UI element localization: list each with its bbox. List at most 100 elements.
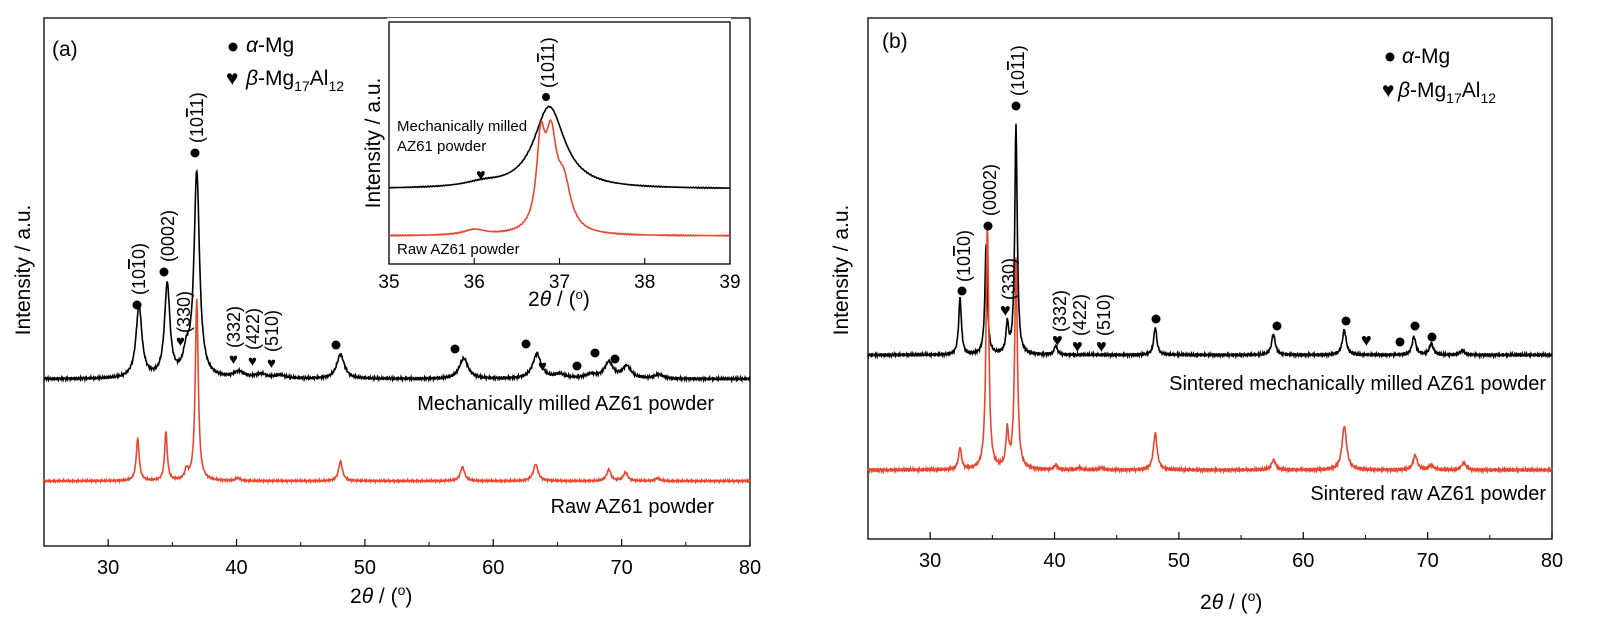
x-tick-label: 70 — [1417, 550, 1439, 572]
panel-b-x-axis: 30 40 50 60 70 80 — [867, 532, 1563, 572]
beta-marker: ♥ — [476, 167, 486, 184]
inset-x-tick-label: 39 — [719, 272, 740, 293]
inset-x-tick-label: 37 — [549, 272, 570, 293]
x-tick-label: 50 — [354, 557, 376, 579]
alpha-mg-marker — [572, 361, 582, 371]
x-tick-label: 30 — [97, 557, 119, 579]
alpha-mg-marker — [1395, 337, 1405, 347]
alpha-mg-marker — [450, 344, 460, 354]
beta-marker: ♥ — [1096, 336, 1107, 356]
panel-a-series — [43, 168, 751, 485]
panel-b-y-axis-title: Intensity / a.u. — [830, 205, 853, 336]
alpha-mg-marker — [957, 286, 967, 296]
inset-x-axis-title: 2θ / (o) — [528, 287, 590, 311]
series-line — [43, 168, 751, 384]
x-tick-label: 80 — [1541, 550, 1563, 572]
peak-label-10-11: (1011) — [1008, 45, 1028, 96]
alpha-mg-marker — [1151, 314, 1161, 324]
inset-label-raw: Raw AZ61 powder — [397, 241, 520, 258]
beta-marker: ♥ — [226, 67, 238, 90]
inset-series — [388, 105, 731, 238]
peak-label-10-11: (1011) — [187, 92, 207, 143]
panel-a-series-label-raw: Raw AZ61 powder — [551, 496, 715, 518]
peak-label-422: (422) — [1070, 294, 1090, 336]
inset-y-axis-title: Intensity / a.u. — [362, 78, 385, 209]
series-line — [867, 123, 1553, 360]
legend-beta-phase: β-Mg17Al12 — [245, 67, 344, 94]
x-tick-label: 30 — [919, 550, 941, 572]
x-tick-label: 40 — [1043, 550, 1065, 572]
x-tick-label: 50 — [1168, 550, 1190, 572]
beta-marker: ♥ — [1382, 79, 1394, 102]
x-tick-label: 80 — [739, 557, 761, 579]
alpha-mg-marker — [1272, 321, 1282, 331]
alpha-mg-marker — [228, 42, 238, 52]
inset-label-milled-line1: Mechanically milled — [397, 118, 527, 135]
inset-x-tick-label: 35 — [378, 272, 399, 293]
beta-marker: ♥ — [248, 353, 257, 370]
beta-marker: ♥ — [1052, 330, 1063, 350]
legend-alpha-mg: α-Mg — [1402, 45, 1450, 68]
alpha-mg-marker — [1341, 316, 1351, 326]
peak-label-332: (332) — [1050, 290, 1070, 332]
alpha-mg-marker — [542, 93, 550, 101]
panel-a-annotations: ♥ (1010) (0002) (330) (1011) ♥ ♥ ♥ (332)… — [129, 92, 620, 375]
peak-label-10-10: (1010) — [954, 230, 974, 282]
inset-x-axis: 35 36 37 38 39 — [378, 258, 741, 293]
panel-a-x-axis-title: 2θ / (o) — [350, 582, 412, 608]
panel-b-plot-frame — [867, 17, 1553, 540]
peak-label-422: (422) — [243, 308, 263, 350]
alpha-mg-marker — [1385, 52, 1395, 62]
alpha-mg-marker — [1410, 321, 1420, 331]
x-tick-label: 70 — [611, 557, 633, 579]
panel-a: (a) α-Mg ♥ β-Mg17Al12 30 40 50 60 70 80 2θ / … — [12, 17, 761, 608]
alpha-mg-marker — [331, 340, 341, 350]
peak-label-10-10: (1010) — [129, 243, 149, 295]
peak-label-0002: (0002) — [980, 164, 1000, 216]
panel-a-legend: α-Mg ♥ β-Mg17Al12 — [226, 34, 344, 94]
x-tick-label: 60 — [1292, 550, 1314, 572]
beta-marker: ♥ — [1361, 330, 1372, 350]
panel-a-inset: 35 36 37 38 39 2θ / (o) Intensity / a.u. (10… — [362, 18, 741, 311]
panel-b-x-axis-title: 2θ / (o) — [1200, 588, 1262, 614]
beta-marker: ♥ — [267, 355, 276, 372]
alpha-mg-marker — [610, 354, 620, 364]
beta-marker: ♥ — [176, 333, 185, 350]
legend-beta-phase: β-Mg17Al12 — [1397, 79, 1496, 106]
x-tick-label: 60 — [482, 557, 504, 579]
inset-x-tick-label: 38 — [634, 272, 655, 293]
legend-alpha-mg: α-Mg — [246, 34, 294, 57]
panel-b-series-label-raw: Sintered raw AZ61 powder — [1310, 483, 1546, 505]
alpha-mg-marker — [190, 148, 200, 158]
beta-marker: ♥ — [1000, 300, 1011, 320]
alpha-mg-marker — [1011, 101, 1021, 111]
panel-b-series — [867, 123, 1553, 475]
peak-label-510: (510) — [262, 310, 282, 352]
panel-a-x-axis: 30 40 50 60 70 80 — [43, 539, 761, 579]
alpha-mg-marker — [590, 348, 600, 358]
panel-a-y-axis-title: Intensity / a.u. — [12, 205, 35, 336]
series-line — [867, 226, 1553, 475]
beta-marker: ♥ — [538, 358, 547, 375]
inset-peak-label-10-11: (1011) — [538, 37, 558, 88]
alpha-mg-marker — [1427, 332, 1437, 342]
alpha-mg-marker — [983, 221, 993, 231]
beta-marker: ♥ — [1072, 336, 1083, 356]
peak-label-0002: (0002) — [158, 210, 178, 262]
inset-series-line — [388, 119, 731, 238]
inset-label-milled-line2: AZ61 powder — [397, 138, 486, 155]
peak-label-330: (330) — [174, 291, 194, 333]
peak-label-510: (510) — [1094, 294, 1114, 336]
x-tick-label: 40 — [225, 557, 247, 579]
inset-series-line — [388, 105, 731, 190]
beta-marker: ♥ — [229, 351, 238, 368]
panel-b-legend: α-Mg ♥ β-Mg17Al12 — [1382, 45, 1496, 106]
inset-x-tick-label: 36 — [464, 272, 485, 293]
panel-b-series-label-milled: Sintered mechanically milled AZ61 powder — [1169, 373, 1546, 395]
peak-label-332: (332) — [224, 306, 244, 348]
alpha-mg-marker — [132, 300, 142, 310]
panel-a-label: (a) — [52, 38, 78, 61]
peak-label-330: (330) — [999, 258, 1019, 300]
alpha-mg-marker — [159, 267, 169, 277]
